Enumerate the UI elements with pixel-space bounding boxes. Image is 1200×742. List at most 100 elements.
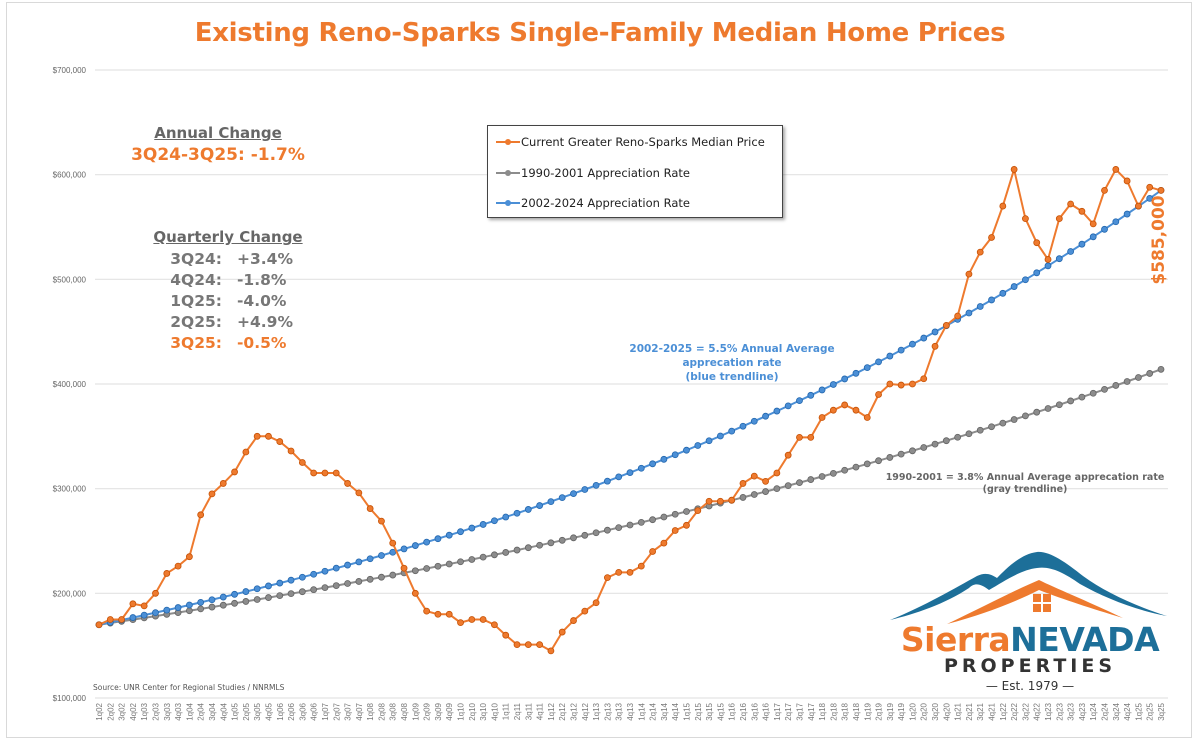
x-tick-label: 2q06 [287, 702, 296, 720]
median-price-point [897, 381, 905, 389]
x-tick-label: 1q19 [863, 702, 872, 720]
sierra-nevada-properties-logo: SierraNEVADA PROPERTIES — Est. 1979 — [885, 548, 1175, 700]
median-price-point [152, 589, 159, 597]
median-price-point [163, 570, 171, 577]
median-price-point [378, 517, 385, 525]
median-price-point [750, 472, 758, 480]
median-price-point [920, 375, 928, 383]
median-price-point [649, 548, 656, 555]
x-tick-label: 1q05 [231, 702, 240, 720]
gray-trend-point [468, 556, 476, 563]
gray-trend-point [818, 473, 826, 480]
median-price-point [683, 521, 690, 529]
median-price-point [1123, 177, 1131, 185]
gray-trend-point [592, 529, 600, 537]
blue-trend-point [276, 579, 284, 587]
blue-trend-point [626, 469, 634, 476]
blue-trend-point [253, 585, 261, 593]
x-tick-label: 1q12 [547, 702, 556, 720]
blue-trend-point [355, 558, 363, 566]
median-price-point [253, 432, 261, 440]
median-price-point [581, 607, 589, 615]
gray-trend-point [1135, 374, 1142, 381]
x-tick-label: 3q18 [841, 702, 850, 720]
blue-trend-point [378, 552, 385, 559]
x-tick-label: 3q19 [886, 702, 895, 720]
median-price-point [796, 433, 803, 441]
gray-trend-point [637, 518, 645, 526]
quarterly-change-heading: Quarterly Change [153, 228, 303, 246]
gray-trend-point [1010, 416, 1018, 423]
x-tick-label: 4q23 [1078, 702, 1087, 720]
gray-trend-point [378, 573, 385, 581]
x-tick-label: 3q22 [1021, 702, 1030, 720]
gray-trend-point [581, 531, 589, 539]
gray-trend-point [931, 440, 939, 448]
x-tick-label: 3q17 [795, 702, 804, 720]
gray-trend-point [479, 553, 487, 561]
y-tick-label: $600,000 [53, 171, 87, 180]
gray-trend-point [886, 454, 894, 461]
blue-trend-point [129, 614, 137, 621]
x-tick-label: 2q15 [694, 702, 703, 720]
quarterly-change-row: 3Q24: +3.4% [140, 250, 340, 271]
gray-trend-point [807, 476, 815, 483]
blue-trend-point [163, 606, 171, 614]
gray-trend-point [310, 586, 318, 594]
blue-trend-point [683, 446, 690, 454]
gray-trend-point [909, 447, 916, 455]
median-price-point [694, 507, 702, 515]
gray-trend-point [332, 582, 340, 589]
gray-trend-point [344, 580, 351, 587]
median-price-point [276, 438, 284, 445]
blue-trend-point [931, 328, 939, 336]
logo-properties: PROPERTIES [943, 655, 1117, 677]
x-tick-label: 1q16 [728, 702, 737, 720]
median-price-point [106, 616, 114, 623]
x-tick-label: 1q11 [502, 702, 511, 720]
blue-trend-point [491, 517, 498, 525]
median-price-point [558, 628, 566, 636]
x-tick-label: 4q16 [762, 702, 771, 720]
gray-trend-point [863, 460, 871, 468]
y-tick-label: $400,000 [53, 380, 87, 389]
blue-trend-point [660, 455, 668, 463]
gray-trend-point [942, 437, 950, 445]
blue-trend-point [400, 545, 408, 553]
blue-trend-point [1067, 248, 1075, 255]
median-price-point [423, 607, 431, 615]
quarterly-change-row: 2Q25: +4.9% [140, 313, 340, 334]
x-tick-label: 2q25 [1146, 702, 1155, 720]
quarter-label: 4Q24: [170, 271, 222, 289]
median-price-point [1067, 200, 1075, 208]
median-price-point [1135, 202, 1142, 210]
median-price-point [344, 480, 351, 487]
blue-trend-point [762, 412, 769, 420]
gray-trend-point [1044, 405, 1052, 412]
gray-trend-point [897, 450, 905, 458]
median-price-point [637, 562, 645, 570]
gray-trend-point [875, 457, 882, 465]
blue-trend-point [366, 555, 374, 563]
blue-trend-point [468, 524, 476, 532]
x-tick-label: 3q13 [615, 702, 624, 720]
gray-trend-point [615, 524, 623, 532]
median-price-point [547, 647, 555, 655]
x-tick-label: 2q18 [829, 702, 838, 720]
x-tick-label: 3q24 [1112, 702, 1121, 720]
mountain-house-logo-icon [890, 551, 1167, 624]
x-tick-label: 4q03 [174, 702, 183, 720]
blue-trend-point [344, 561, 351, 569]
x-tick-label: 4q18 [852, 702, 861, 720]
x-tick-label: 4q21 [988, 702, 997, 720]
median-price-point [909, 380, 916, 388]
blue-trend-point [434, 535, 442, 543]
gray-trend-point [660, 513, 668, 521]
x-tick-label: 1q02 [95, 702, 104, 720]
blue-trend-point [242, 588, 250, 595]
gray-trend-point [739, 494, 747, 501]
x-tick-label: 3q02 [118, 702, 127, 720]
blue-trend-point [909, 340, 916, 348]
median-price-point [592, 599, 600, 607]
median-price-point [366, 505, 374, 512]
